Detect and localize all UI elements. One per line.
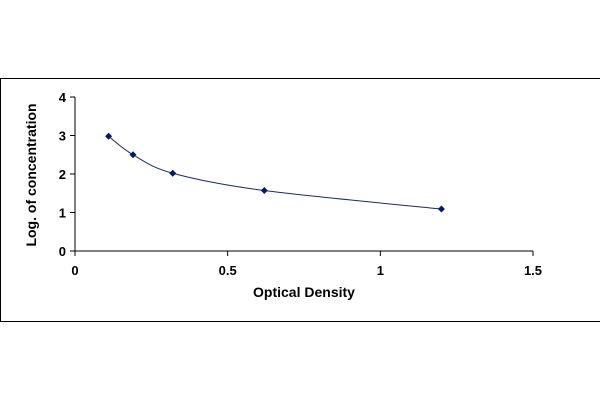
y-tick-label: 0 [59, 244, 66, 259]
y-tick-label: 3 [59, 129, 66, 144]
data-point-marker [437, 205, 445, 213]
y-tick-label: 2 [59, 167, 66, 182]
trend-curve [108, 135, 442, 210]
data-point-marker [169, 169, 177, 177]
x-tick-label: 0 [71, 263, 78, 278]
y-tick-label: 4 [59, 90, 67, 105]
axes: 0 1 2 3 4 0 0.5 1 1.5 [59, 90, 542, 278]
markers-layer [105, 132, 445, 213]
x-tick-label: 1.5 [524, 263, 542, 278]
y-tick-label: 1 [59, 206, 66, 221]
x-tick-label: 1 [377, 263, 384, 278]
y-axis-title: Log. of concentration [23, 103, 39, 246]
trend-curve-layer [108, 135, 442, 210]
data-point-marker [260, 187, 268, 195]
x-axis-title: Optical Density [253, 284, 355, 300]
data-point-marker [105, 132, 113, 140]
x-tick-label: 0.5 [219, 263, 237, 278]
chart-frame [0, 78, 600, 322]
data-point-marker [129, 151, 137, 159]
